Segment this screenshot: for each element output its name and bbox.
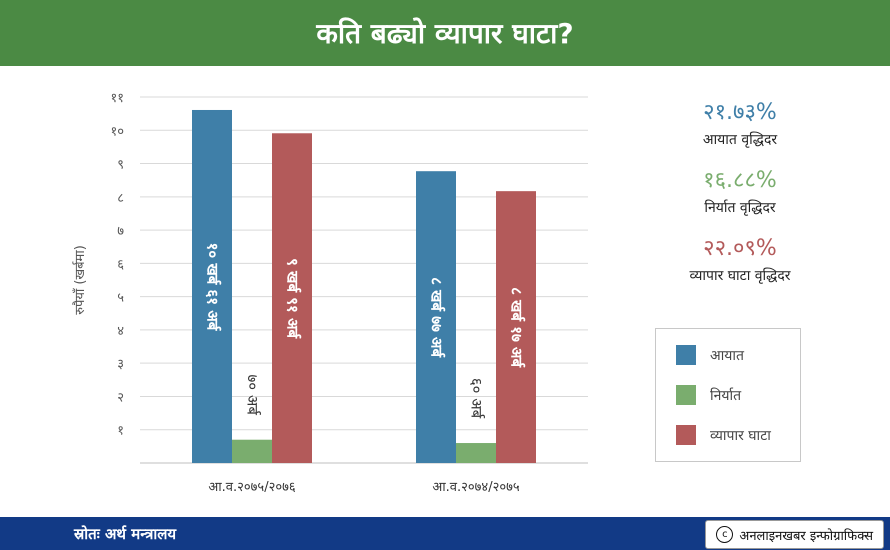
copyright-icon: c [716,526,734,543]
import-growth-stat: २१.७३% आयात वृद्धिदर [640,96,840,149]
bar-data-label: ६० अर्ब [468,378,486,419]
bar-data-label: १० खर्ब ६१ अर्ब [204,243,222,332]
legend-item-deficit: व्यापार घाटा [676,424,771,446]
bar [232,439,272,463]
y-tick-label: ७ [117,224,124,239]
bar [456,443,496,463]
x-tick-label: आ.व.२०७५/२०७६ [208,480,295,495]
legend-swatch-deficit [676,425,696,445]
y-tick-label: ६ [117,257,124,272]
y-tick-label: ४ [117,324,124,339]
source-label: स्रोतः अर्थ मन्त्रालय [74,525,177,543]
legend-label-deficit: व्यापार घाटा [710,427,771,444]
bar-chart: १ २ ३ ४ ५ ६ ७ ८ ९ १० ११ रुपैयाँ (खर्बमा) १० खर्ब ६१ … [72,91,588,495]
bar-data-label: ९ खर्ब ९१ अर्ब [284,258,302,339]
header-banner: कति बढ्यो व्यापार घाटा? [0,0,890,66]
y-tick-label: ८ [117,191,124,206]
credit-label: अनलाइनखबर इन्फोग्राफिक्स [739,528,873,544]
bar [192,109,232,463]
footer-bar: स्रोतः अर्थ मन्त्रालय c अनलाइनखबर इन्फोग… [0,517,890,550]
bar [416,171,456,463]
import-growth-label: आयात वृद्धिदर [702,132,778,148]
export-growth-stat: १६.८८% निर्यात वृद्धिदर [640,164,840,217]
y-tick-label: ११ [110,91,124,106]
bar [496,191,536,464]
legend-label-export: निर्यात [710,387,742,404]
bar-data-label: ८ खर्ब १७ अर्ब [508,287,526,368]
deficit-growth-label: व्यापार घाटा वृद्धिदर [689,268,791,284]
y-tick-label: १० [110,124,124,139]
bar [272,133,312,463]
y-tick-label: २ [117,390,124,405]
deficit-growth-stat: २२.०९% व्यापार घाटा वृद्धिदर [640,232,840,285]
import-growth-value: २१.७३% [703,100,777,125]
legend-swatch-import [676,345,696,365]
legend-item-import: आयात [676,344,744,366]
credit-badge: c अनलाइनखबर इन्फोग्राफिक्स [705,520,884,549]
y-tick-label: ३ [117,357,124,372]
y-tick-label: ५ [117,291,124,306]
page-title: कति बढ्यो व्यापार घाटा? [316,17,574,50]
bar-data-label: ७० अर्ब [244,375,262,416]
deficit-growth-value: २२.०९% [703,236,777,261]
y-tick-label: ९ [117,158,124,173]
y-axis-title: रुपैयाँ (खर्बमा) [72,245,88,315]
export-growth-label: निर्यात वृद्धिदर [704,200,776,216]
x-tick-label: आ.व.२०७४/२०७५ [432,480,519,495]
legend-swatch-export [676,385,696,405]
legend-label-import: आयात [710,347,745,364]
chart-legend: आयात निर्यात व्यापार घाटा [655,328,801,462]
export-growth-value: १६.८८% [703,168,777,193]
bar-data-label: ८ खर्ब ७७ अर्ब [428,277,446,358]
legend-item-export: निर्यात [676,384,741,406]
y-tick-label: १ [117,424,124,439]
